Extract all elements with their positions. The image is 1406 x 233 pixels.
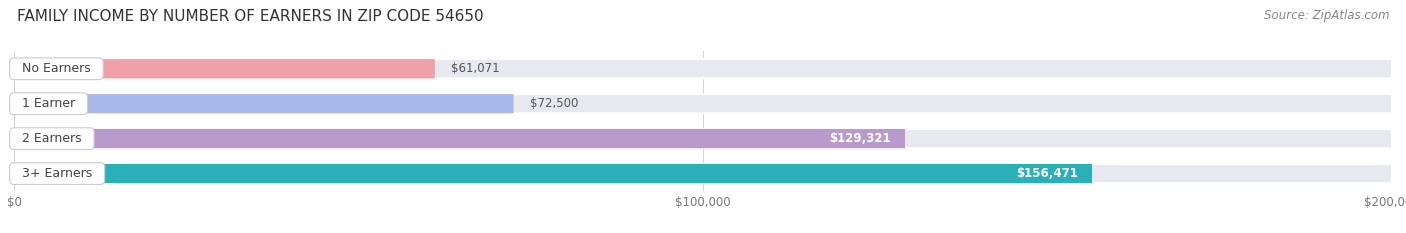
Text: 2 Earners: 2 Earners xyxy=(14,132,90,145)
Text: $72,500: $72,500 xyxy=(530,97,578,110)
Text: $61,071: $61,071 xyxy=(451,62,501,75)
Text: 3+ Earners: 3+ Earners xyxy=(14,167,100,180)
FancyBboxPatch shape xyxy=(14,129,1392,148)
Text: $156,471: $156,471 xyxy=(1017,167,1078,180)
FancyBboxPatch shape xyxy=(14,59,434,78)
FancyBboxPatch shape xyxy=(14,59,1392,78)
Text: 1 Earner: 1 Earner xyxy=(14,97,83,110)
FancyBboxPatch shape xyxy=(14,94,513,113)
Text: Source: ZipAtlas.com: Source: ZipAtlas.com xyxy=(1264,9,1389,22)
Text: $129,321: $129,321 xyxy=(830,132,891,145)
FancyBboxPatch shape xyxy=(14,164,1392,183)
Text: FAMILY INCOME BY NUMBER OF EARNERS IN ZIP CODE 54650: FAMILY INCOME BY NUMBER OF EARNERS IN ZI… xyxy=(17,9,484,24)
Text: No Earners: No Earners xyxy=(14,62,98,75)
FancyBboxPatch shape xyxy=(14,94,1392,113)
FancyBboxPatch shape xyxy=(14,164,1092,183)
FancyBboxPatch shape xyxy=(14,129,905,148)
